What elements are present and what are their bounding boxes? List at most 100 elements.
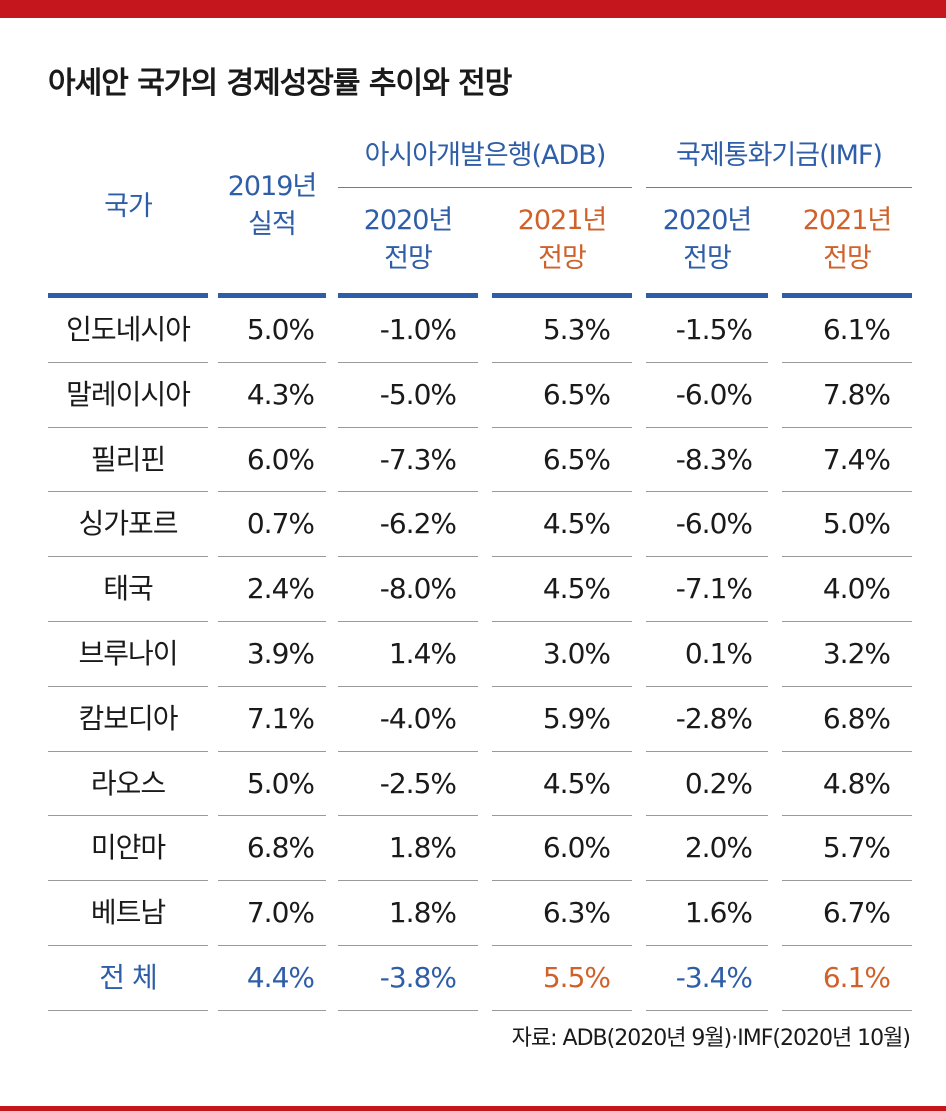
row-divider bbox=[48, 361, 208, 363]
adb-2020-cell: -6.2% bbox=[379, 507, 457, 541]
row-divider bbox=[492, 945, 632, 946]
adb-2021-cell: 5.5% bbox=[542, 961, 611, 994]
imf-2020-cell: 2.0% bbox=[684, 831, 753, 865]
adb-2021-cell: 5.3% bbox=[542, 313, 611, 346]
country-cell: 라오스 bbox=[90, 766, 166, 800]
header-country-label: 국가 bbox=[104, 191, 153, 222]
header-rule-imf-2020 bbox=[646, 293, 768, 298]
row-divider bbox=[338, 880, 478, 882]
header-adb-2021-year: 2021년 bbox=[517, 205, 608, 236]
imf-2021-cell: 6.7% bbox=[822, 896, 891, 930]
actual-2019-cell: 3.9% bbox=[246, 637, 315, 670]
row-divider bbox=[492, 880, 632, 882]
imf-2021-cell: 6.1% bbox=[822, 961, 891, 994]
row-divider bbox=[782, 880, 912, 882]
row-divider bbox=[338, 556, 478, 558]
adb-2021-cell: 5.9% bbox=[542, 701, 611, 735]
adb-2020-cell: -8.0% bbox=[379, 572, 457, 606]
group-divider-imf bbox=[646, 187, 912, 188]
row-divider bbox=[218, 556, 326, 558]
header-group-adb: 아시아개발은행(ADB) bbox=[364, 140, 607, 171]
row-divider bbox=[782, 426, 912, 428]
group-divider-adb bbox=[338, 187, 632, 188]
bottom-accent-bar bbox=[0, 1106, 946, 1111]
header-adb-2020-year: 2020년 bbox=[363, 205, 454, 236]
imf-2021-cell: 4.0% bbox=[822, 572, 891, 606]
header-actual-2019-year: 2019년 bbox=[227, 171, 318, 202]
row-divider bbox=[218, 361, 326, 363]
row-divider bbox=[782, 815, 912, 817]
row-divider bbox=[646, 361, 768, 363]
header-rule-adb-2021 bbox=[492, 293, 632, 298]
row-divider bbox=[48, 556, 208, 558]
adb-2020-cell: -4.0% bbox=[379, 701, 457, 735]
row-divider bbox=[338, 491, 478, 493]
imf-2020-cell: -3.4% bbox=[675, 961, 753, 994]
row-divider bbox=[646, 426, 768, 428]
header-rule-actual bbox=[218, 293, 326, 298]
country-cell: 전 체 bbox=[99, 961, 157, 994]
row-divider bbox=[782, 621, 912, 622]
country-cell: 브루나이 bbox=[78, 637, 178, 670]
imf-2021-cell: 3.2% bbox=[822, 637, 891, 670]
country-cell: 태국 bbox=[103, 572, 154, 606]
adb-2021-cell: 4.5% bbox=[542, 507, 611, 541]
adb-2021-cell: 6.0% bbox=[542, 831, 611, 865]
row-divider bbox=[492, 556, 632, 558]
row-divider bbox=[218, 880, 326, 882]
row-divider bbox=[338, 621, 478, 622]
source-note: 자료: ADB(2020년 9월)·IMF(2020년 10월) bbox=[511, 1026, 911, 1051]
row-divider bbox=[646, 1009, 768, 1011]
row-divider bbox=[782, 361, 912, 363]
header-imf-2020-sub: 전망 bbox=[683, 243, 732, 274]
row-divider bbox=[646, 945, 768, 946]
imf-2020-cell: -6.0% bbox=[675, 377, 753, 411]
imf-2021-cell: 5.0% bbox=[822, 507, 891, 541]
row-divider bbox=[782, 556, 912, 558]
imf-2020-cell: -1.5% bbox=[675, 313, 753, 346]
row-divider bbox=[492, 815, 632, 817]
row-divider bbox=[48, 426, 208, 428]
row-divider bbox=[48, 750, 208, 752]
actual-2019-cell: 6.8% bbox=[246, 831, 315, 865]
actual-2019-cell: 6.0% bbox=[246, 442, 315, 476]
actual-2019-cell: 2.4% bbox=[246, 572, 315, 606]
row-divider bbox=[646, 621, 768, 622]
row-divider bbox=[338, 750, 478, 752]
adb-2020-cell: -5.0% bbox=[379, 377, 457, 411]
adb-2020-cell: -7.3% bbox=[379, 442, 457, 476]
imf-2020-cell: 0.2% bbox=[684, 766, 753, 800]
row-divider bbox=[492, 361, 632, 363]
row-divider bbox=[782, 685, 912, 687]
actual-2019-cell: 7.0% bbox=[246, 896, 315, 930]
header-rule-imf-2021 bbox=[782, 293, 912, 298]
header-rule-adb-2020 bbox=[338, 293, 478, 298]
row-divider bbox=[338, 361, 478, 363]
adb-2021-cell: 4.5% bbox=[542, 766, 611, 800]
imf-2020-cell: -2.8% bbox=[675, 701, 753, 735]
row-divider bbox=[492, 750, 632, 752]
row-divider bbox=[218, 491, 326, 493]
imf-2020-cell: -6.0% bbox=[675, 507, 753, 541]
row-divider bbox=[338, 1009, 478, 1011]
row-divider bbox=[218, 685, 326, 687]
country-cell: 인도네시아 bbox=[66, 313, 191, 346]
row-divider bbox=[492, 621, 632, 622]
imf-2020-cell: -8.3% bbox=[675, 442, 753, 476]
row-divider bbox=[48, 491, 208, 493]
row-divider bbox=[646, 880, 768, 882]
header-rule-country bbox=[48, 293, 208, 298]
header-actual-2019-sub: 실적 bbox=[248, 209, 297, 240]
row-divider bbox=[48, 880, 208, 882]
country-cell: 필리핀 bbox=[90, 442, 166, 476]
actual-2019-cell: 4.4% bbox=[246, 961, 315, 994]
row-divider bbox=[782, 945, 912, 946]
country-cell: 베트남 bbox=[90, 896, 166, 930]
row-divider bbox=[218, 815, 326, 817]
row-divider bbox=[492, 1009, 632, 1011]
row-divider bbox=[492, 426, 632, 428]
row-divider bbox=[48, 815, 208, 817]
adb-2021-cell: 6.3% bbox=[542, 896, 611, 930]
row-divider bbox=[48, 945, 208, 946]
header-group-imf: 국제통화기금(IMF) bbox=[676, 140, 883, 171]
